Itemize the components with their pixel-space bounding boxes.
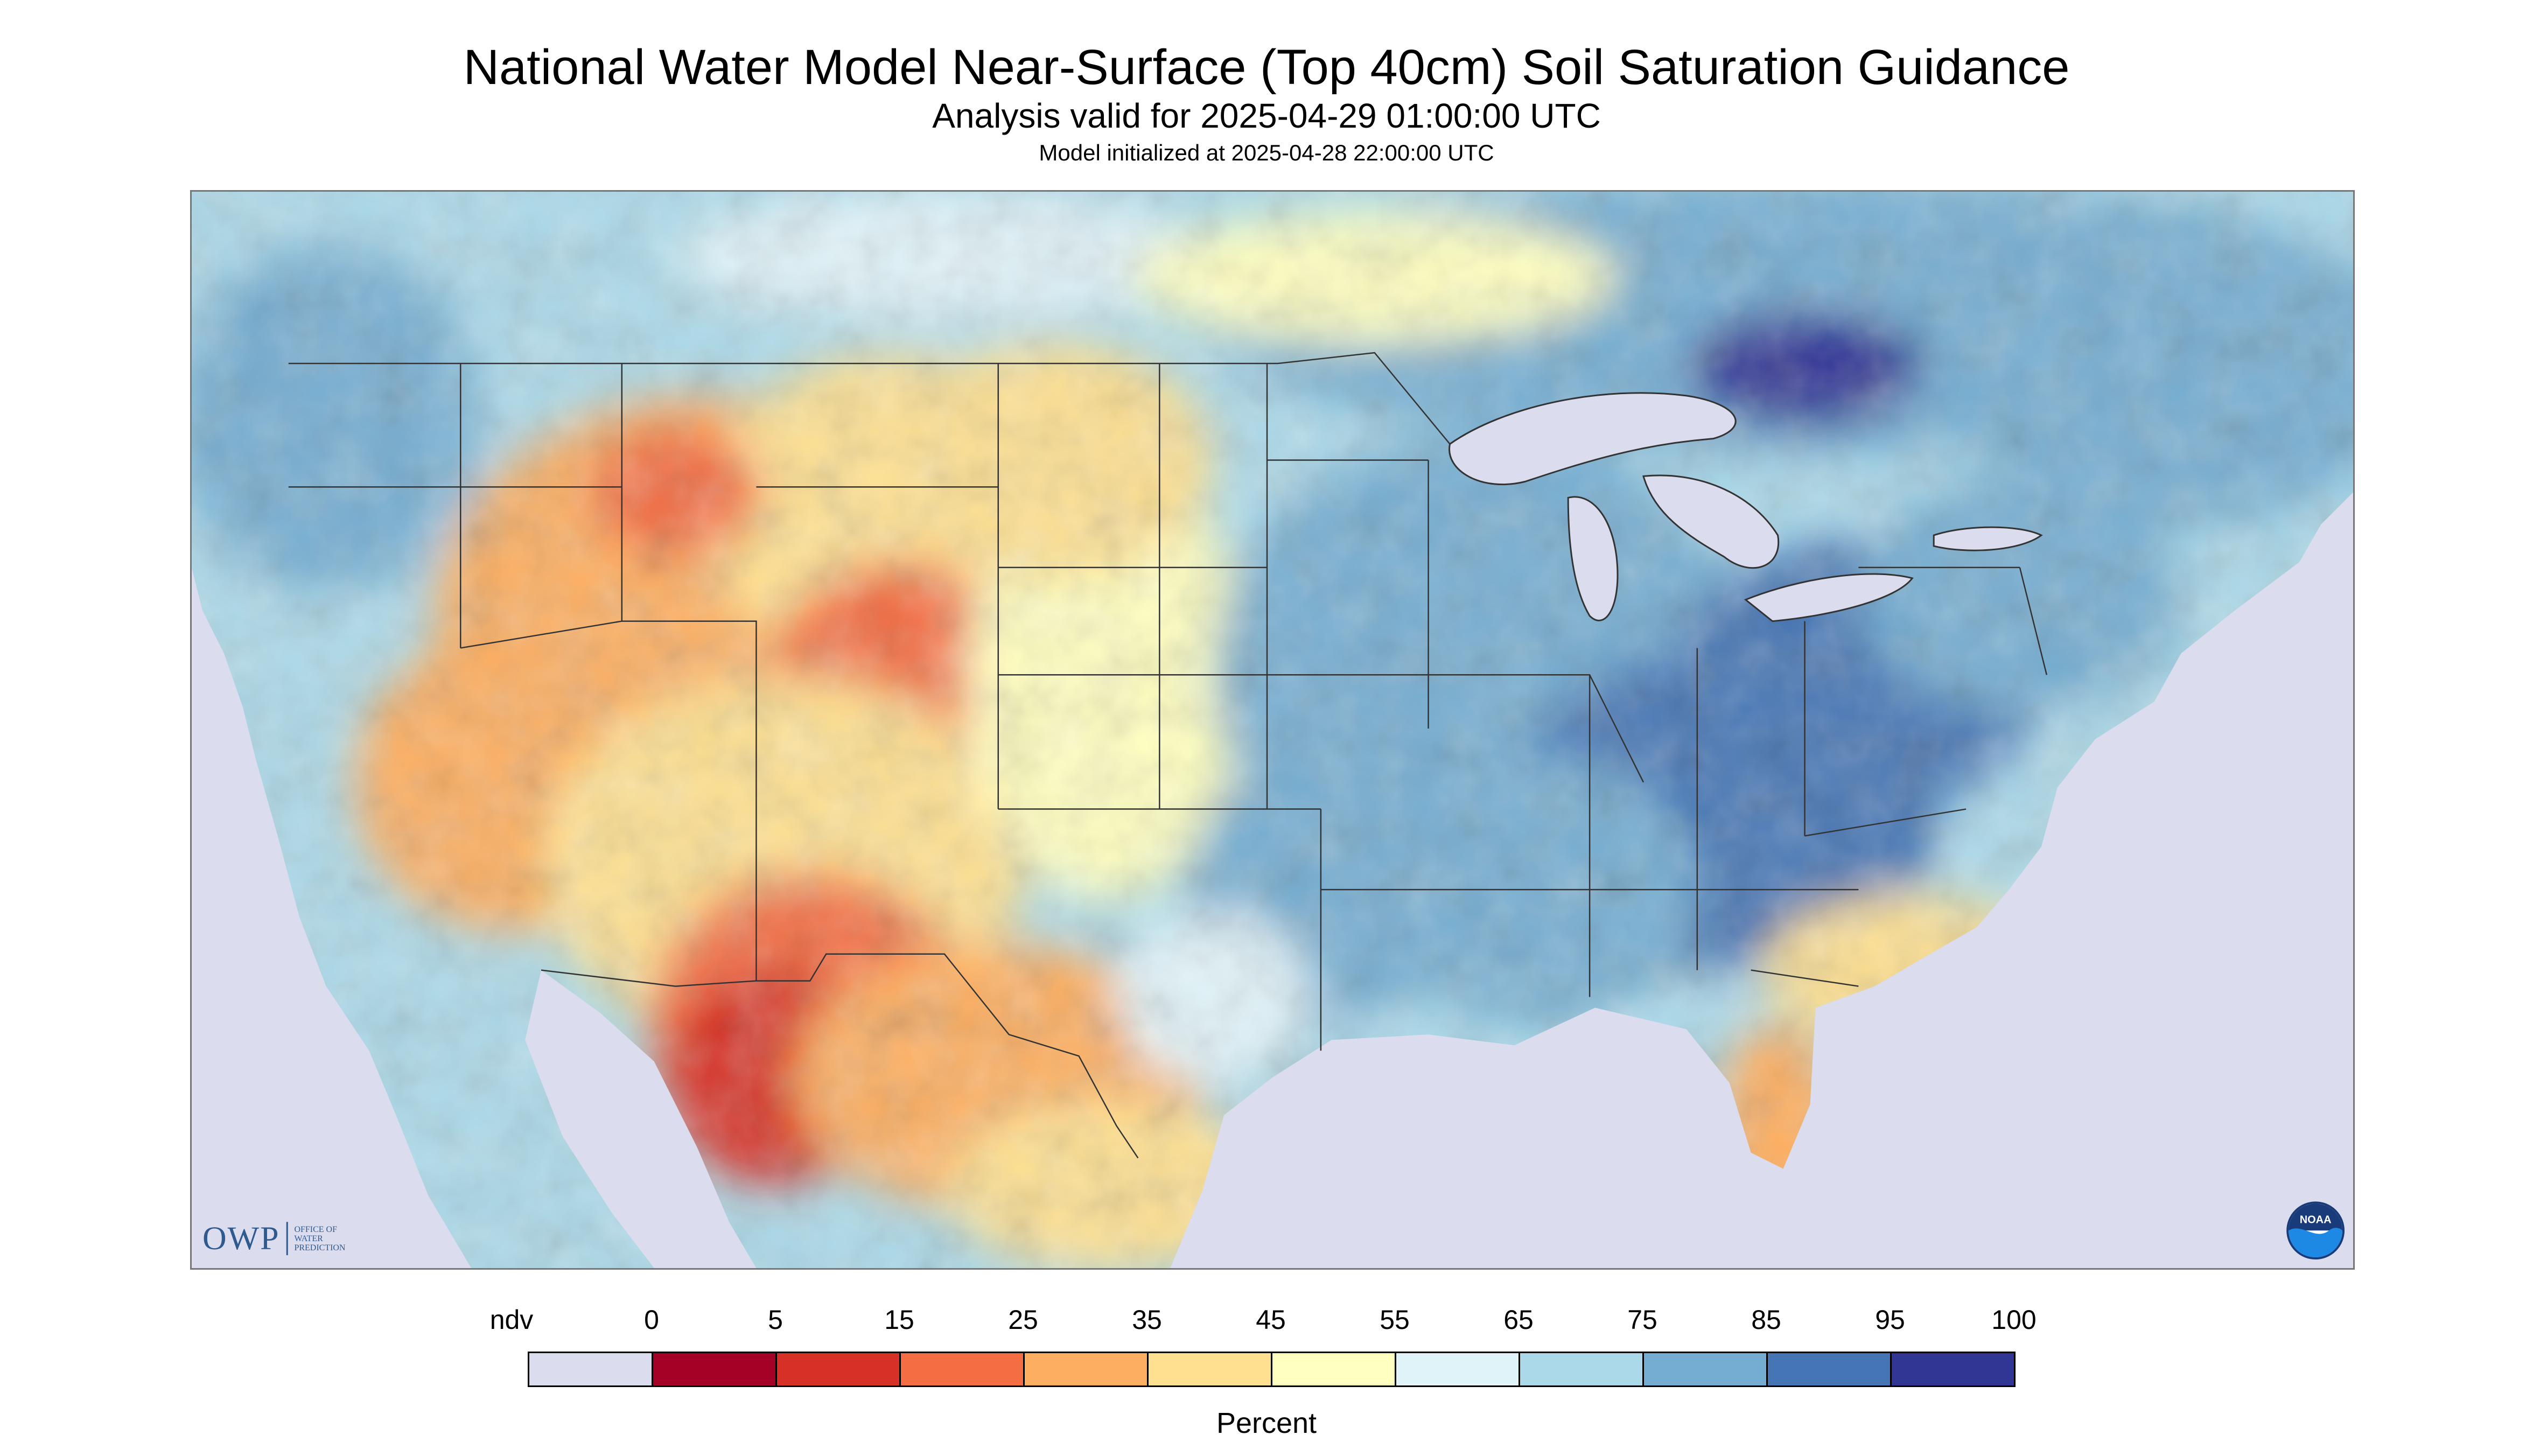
legend-label: 25 [1008, 1305, 1038, 1335]
legend-swatch [1023, 1352, 1149, 1387]
legend-label: 55 [1380, 1305, 1410, 1335]
legend-swatch [775, 1352, 901, 1387]
lake-superior [1449, 392, 1737, 486]
legend-swatch [1642, 1352, 1768, 1387]
owp-line3: PREDICTION [294, 1243, 346, 1252]
legend-label: 5 [768, 1305, 783, 1335]
legend-swatch [899, 1352, 1025, 1387]
legend-swatch [1766, 1352, 1892, 1387]
legend-label: 100 [1991, 1305, 2037, 1335]
legend-label: 65 [1503, 1305, 1534, 1335]
noaa-logo: NOAA [2286, 1201, 2345, 1260]
us-mexico-border [541, 953, 1139, 1159]
legend-label: 15 [884, 1305, 914, 1335]
legend-swatch [652, 1352, 777, 1387]
owp-logo: OWP OFFICE OF WATER PREDICTION [202, 1220, 346, 1257]
lake-huron [1642, 474, 1780, 569]
legend-swatch [528, 1352, 653, 1387]
lake-ontario [1933, 526, 2043, 551]
legend-swatch [1147, 1352, 1272, 1387]
owp-line2: WATER [294, 1234, 323, 1243]
legend-swatch [1519, 1352, 1644, 1387]
lake-erie [1744, 573, 1914, 622]
legend-swatch [1395, 1352, 1520, 1387]
legend-label: 95 [1875, 1305, 1905, 1335]
legend-label: ndv [489, 1305, 534, 1335]
legend-label: 75 [1627, 1305, 1657, 1335]
legend-label: 45 [1256, 1305, 1286, 1335]
us-canada-border [288, 352, 1451, 445]
legend-label: 85 [1751, 1305, 1781, 1335]
soil-saturation-map[interactable]: OWP OFFICE OF WATER PREDICTION NOAA [192, 192, 2353, 1268]
legend-swatch [1890, 1352, 2016, 1387]
map-subtitle: Analysis valid for 2025-04-29 01:00:00 U… [932, 96, 1601, 135]
legend-label: 0 [644, 1305, 659, 1335]
color-legend: ndv 0 5 15 25 35 45 55 65 75 85 95 100 [490, 1304, 2037, 1387]
noaa-text: NOAA [2300, 1214, 2332, 1226]
lake-michigan [1567, 496, 1619, 621]
legend-swatch [1271, 1352, 1396, 1387]
legend-unit: Percent [1216, 1407, 1317, 1439]
great-lakes [1449, 392, 2043, 622]
legend-label: 35 [1132, 1305, 1162, 1335]
map-title: National Water Model Near-Surface (Top 4… [463, 40, 2070, 95]
political-borders [288, 352, 2048, 1159]
owp-line1: OFFICE OF [294, 1224, 337, 1234]
model-init-text: Model initialized at 2025-04-28 22:00:00… [1039, 140, 1494, 165]
map-panel[interactable]: OWP OFFICE OF WATER PREDICTION NOAA [190, 190, 2355, 1270]
owp-abbrev: OWP [202, 1220, 280, 1257]
